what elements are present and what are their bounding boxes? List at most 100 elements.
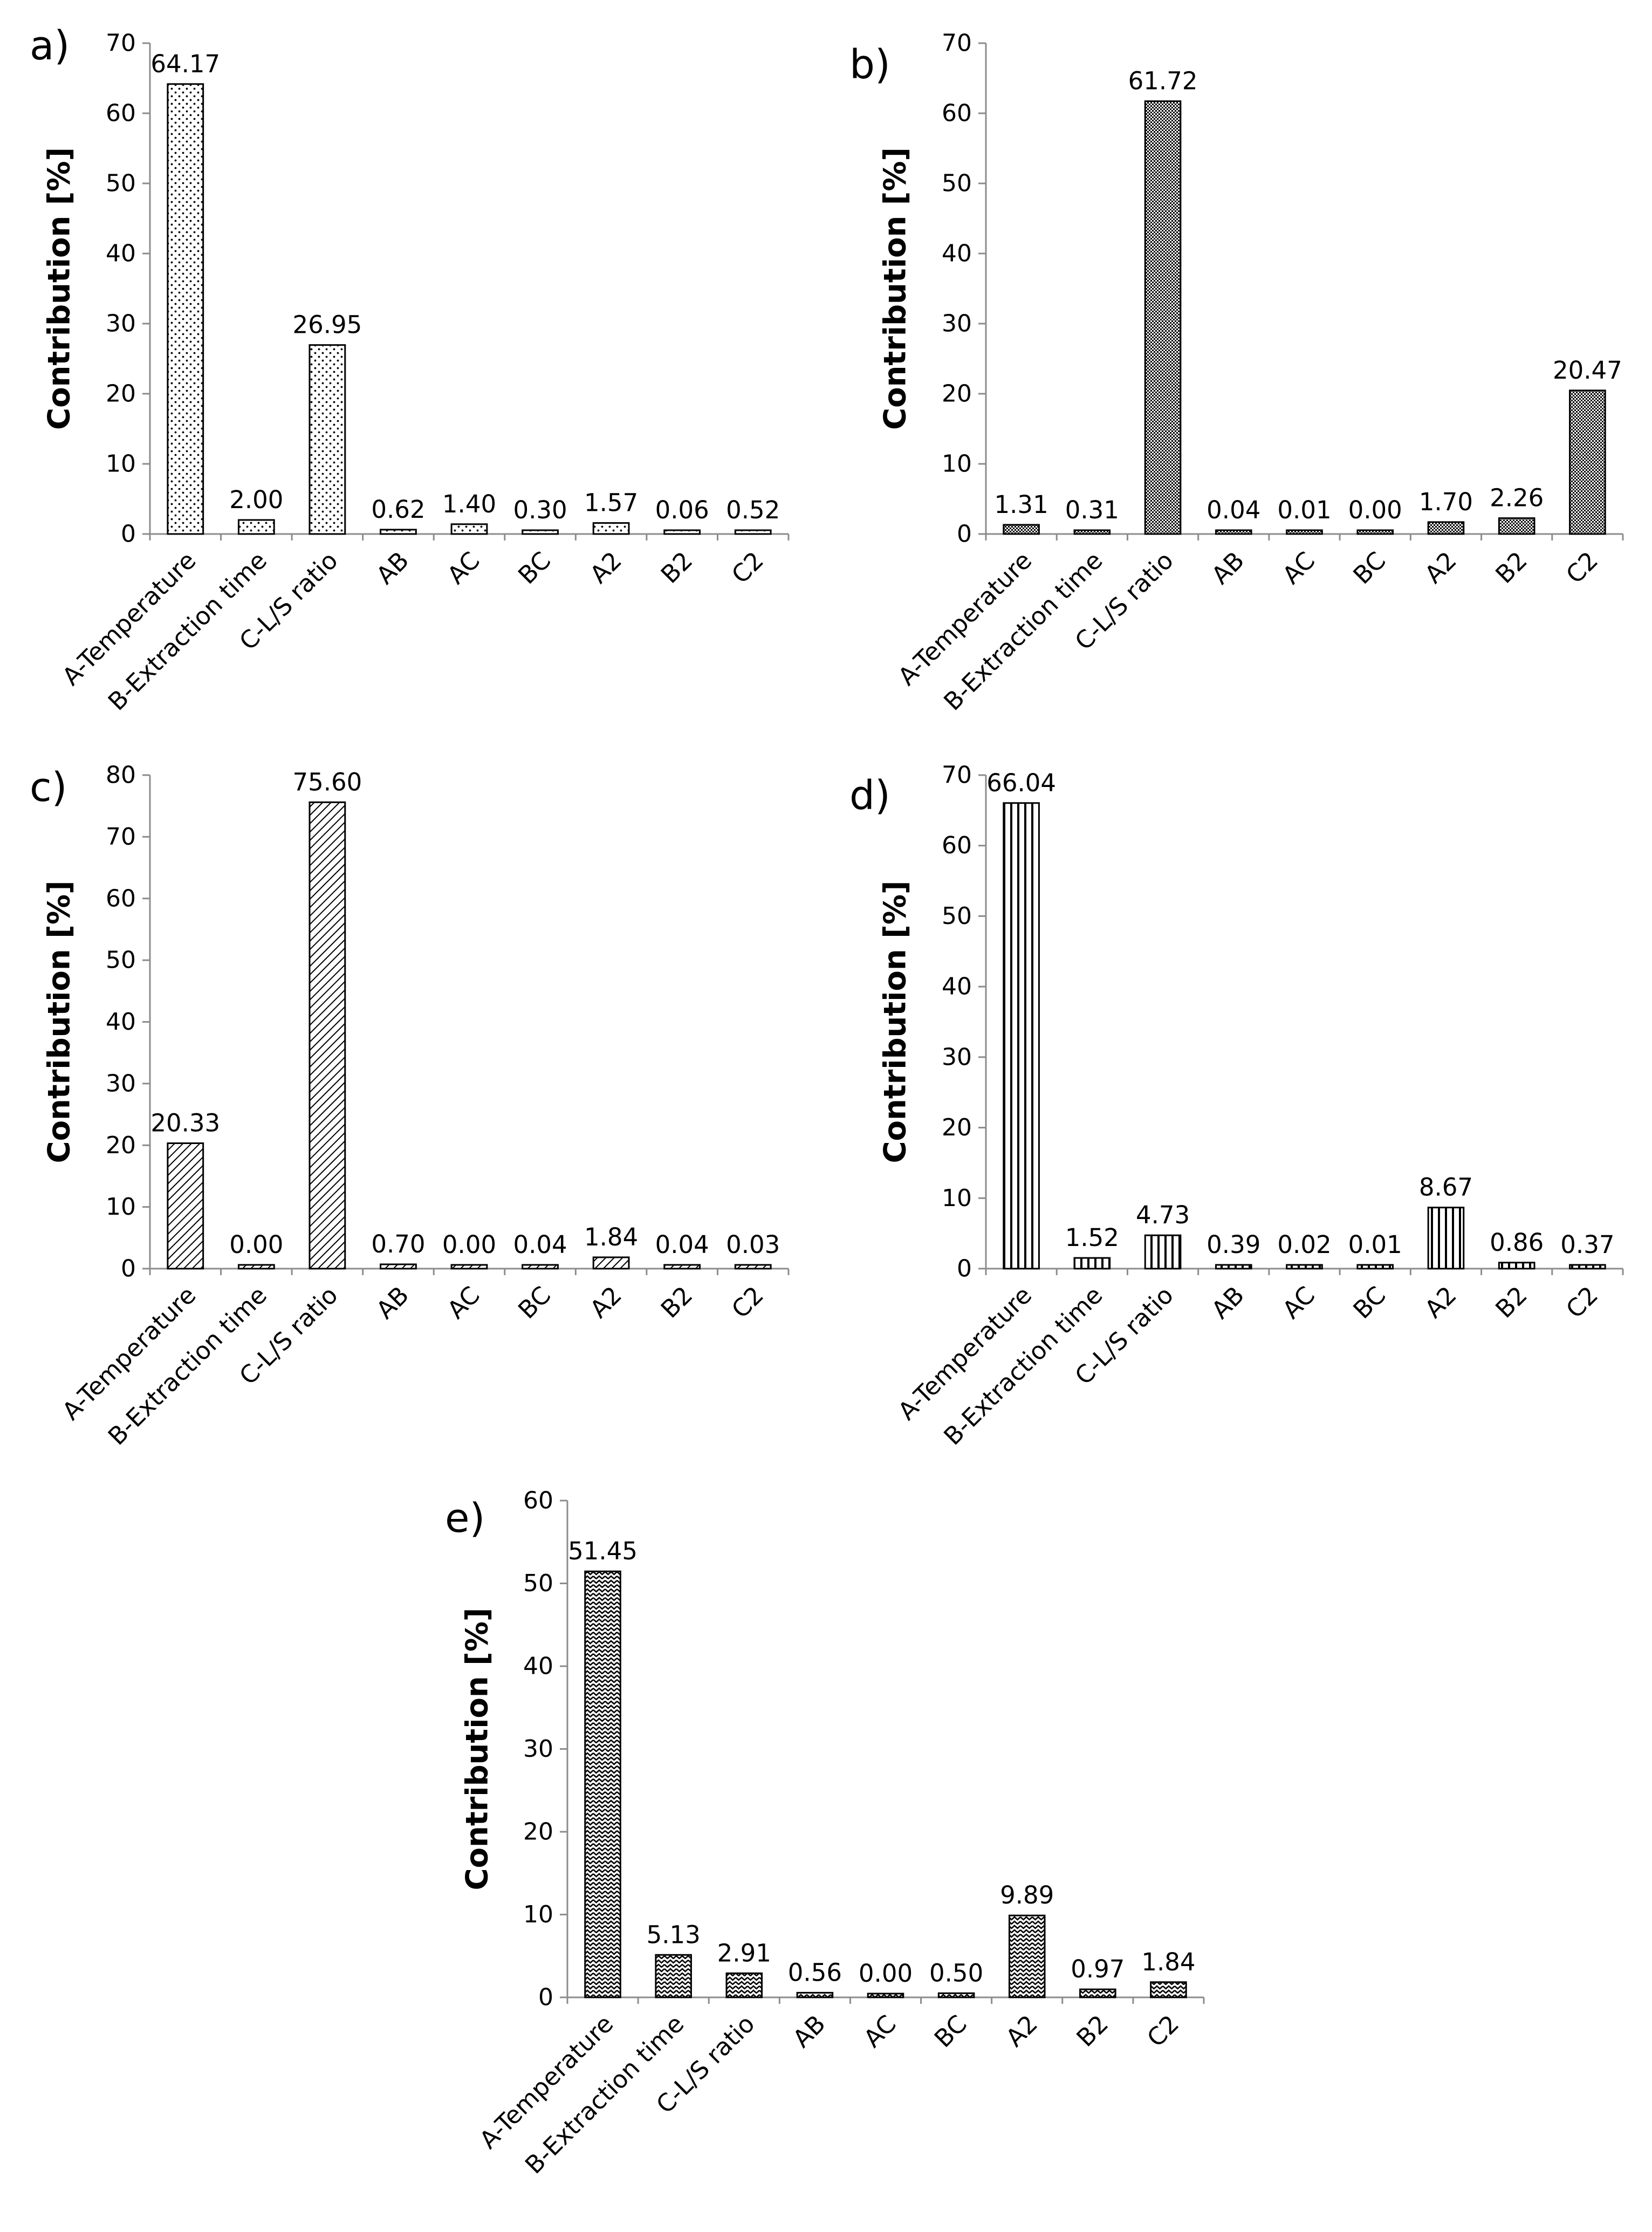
data-label: 1.84: [1141, 1948, 1195, 1976]
bar: [450, 1264, 488, 1270]
y-tick-label: 20: [942, 1114, 972, 1141]
y-tick-label: 40: [942, 973, 972, 1001]
data-label: 0.56: [788, 1958, 842, 1987]
bar: [734, 1264, 772, 1270]
y-tick-label: 40: [106, 240, 136, 268]
bar: [309, 344, 346, 535]
data-label: 9.89: [1000, 1881, 1054, 1909]
y-tick-label: 0: [957, 521, 972, 548]
x-tick-label: AC: [1277, 1281, 1320, 1324]
bar: [1073, 1257, 1111, 1270]
bar: [1003, 524, 1040, 535]
y-tick-label: 40: [106, 1008, 136, 1036]
panel-letter: d): [849, 772, 890, 819]
data-label: 0.00: [1348, 496, 1402, 524]
x-tick-label: AC: [442, 546, 485, 590]
x-tick-label: BC: [929, 2009, 972, 2053]
bar: [167, 83, 204, 535]
y-tick-label: 0: [957, 1255, 972, 1283]
bar: [725, 1972, 763, 1998]
x-tick-label: AB: [1206, 546, 1250, 590]
data-label: 0.39: [1207, 1230, 1260, 1259]
data-label: 0.04: [1207, 496, 1260, 524]
panel-letter: e): [445, 1495, 485, 1542]
bar: [1003, 802, 1040, 1270]
y-tick-label: 40: [523, 1653, 553, 1680]
bar: [1215, 529, 1252, 535]
data-label: 1.31: [995, 490, 1048, 519]
data-label: 1.57: [584, 489, 638, 517]
y-tick-label: 50: [942, 170, 972, 197]
bar: [937, 1992, 975, 1998]
data-label: 0.30: [513, 496, 567, 524]
data-label: 64.17: [150, 50, 220, 78]
data-label: 0.62: [371, 495, 425, 524]
panel-letter: c): [30, 764, 67, 811]
data-label: 2.00: [229, 485, 283, 514]
bar: [1073, 529, 1111, 535]
y-tick-label: 60: [106, 100, 136, 127]
y-tick-label: 50: [942, 902, 972, 930]
bar: [584, 1570, 621, 1998]
chart-panel-a: a)Contribution [%]01020304050607064.17A-…: [30, 23, 790, 716]
y-tick-label: 20: [106, 1132, 136, 1159]
data-label: 20.47: [1553, 356, 1622, 385]
bar: [592, 522, 630, 535]
x-tick-label: C2: [726, 1281, 769, 1324]
bar: [1150, 1981, 1187, 1998]
data-label: 5.13: [647, 1920, 701, 1949]
y-tick-label: 30: [942, 310, 972, 338]
y-tick-label: 30: [106, 310, 136, 338]
bar: [1569, 1264, 1606, 1270]
x-tick-label: B2: [655, 1281, 698, 1324]
bar: [655, 1954, 692, 1998]
data-label: 75.60: [292, 768, 362, 796]
data-label: 0.04: [655, 1230, 709, 1259]
x-tick-label: BC: [1348, 1281, 1391, 1324]
y-axis-label: Contribution [%]: [878, 147, 913, 430]
y-tick-label: 30: [523, 1735, 553, 1763]
x-tick-label: AB: [371, 546, 414, 590]
y-axis-label: Contribution [%]: [878, 880, 913, 1163]
x-tick-label: B2: [1490, 546, 1533, 589]
data-label: 0.00: [442, 1230, 496, 1259]
x-tick-label: B2: [1490, 1281, 1533, 1324]
y-tick-label: 50: [106, 170, 136, 197]
bar: [167, 1142, 204, 1270]
x-tick-label: C2: [1560, 546, 1603, 589]
data-label: 8.67: [1419, 1173, 1473, 1202]
bar: [1079, 1988, 1116, 1998]
y-tick-label: 20: [523, 1818, 553, 1846]
data-label: 1.70: [1419, 488, 1473, 516]
y-tick-label: 80: [106, 762, 136, 789]
y-axis-label: Contribution [%]: [460, 1607, 495, 1890]
y-tick-label: 60: [942, 832, 972, 859]
bar: [1286, 1264, 1323, 1270]
bar: [592, 1256, 630, 1270]
data-label: 0.50: [929, 1959, 983, 1987]
data-label: 2.91: [717, 1939, 771, 1967]
data-label: 0.03: [726, 1230, 780, 1259]
x-tick-label: AB: [1206, 1281, 1250, 1324]
x-tick-label: BC: [512, 1281, 556, 1324]
data-label: 66.04: [986, 769, 1056, 797]
data-label: 0.04: [513, 1230, 567, 1259]
chart-panel-e: e)Contribution [%]010203040506051.45A-Te…: [445, 1487, 1205, 2180]
data-label: 0.97: [1071, 1955, 1125, 1983]
x-tick-label: AC: [858, 2009, 902, 2053]
x-tick-label: BC: [1348, 546, 1391, 590]
y-axis-label: Contribution [%]: [42, 147, 77, 430]
data-label: 0.00: [229, 1230, 283, 1259]
data-label: 4.73: [1136, 1201, 1190, 1229]
x-tick-label: B2: [1071, 2009, 1114, 2052]
bar: [1356, 1264, 1394, 1270]
data-label: 0.00: [859, 1959, 913, 1988]
data-label: 1.84: [584, 1223, 638, 1251]
y-tick-label: 20: [942, 380, 972, 408]
bar: [796, 1991, 834, 1998]
bar: [309, 801, 346, 1270]
y-tick-label: 40: [942, 240, 972, 268]
data-label: 0.86: [1490, 1228, 1544, 1257]
bar: [1215, 1264, 1252, 1270]
chart-panel-c: c) Contribution [%] 0 10 20 30 40 50 60 70 80 20.33…: [30, 762, 790, 1451]
